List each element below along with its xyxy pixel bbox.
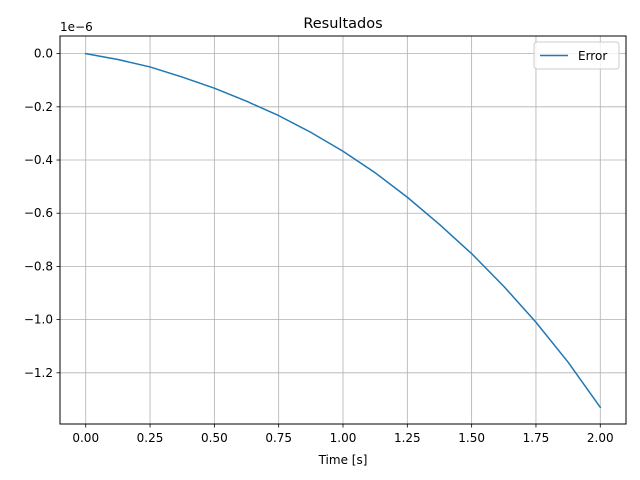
x-axis-label: Time [s] <box>318 453 368 467</box>
plot-lines <box>84 52 602 409</box>
x-axis-ticks: 0.00 0.25 0.50 0.75 1.00 1.25 1.50 1.75 2.00 <box>72 424 614 445</box>
x-tick-label: 1.25 <box>394 431 421 445</box>
series-line-error <box>84 52 602 409</box>
y-tick-label: 0.0 <box>34 47 53 61</box>
x-tick-label: 0.75 <box>265 431 292 445</box>
y-tick-label: −1.2 <box>24 366 53 380</box>
legend-label-error: Error <box>578 49 607 63</box>
grid <box>60 36 626 424</box>
chart-title: Resultados <box>303 16 382 32</box>
y-tick-label: −0.8 <box>24 259 53 273</box>
legend: Error <box>533 41 620 70</box>
x-tick-label: 0.50 <box>201 431 228 445</box>
x-tick-label: 0.00 <box>72 431 99 445</box>
y-axis-offset-label: 1e−6 <box>60 20 93 34</box>
legend-box <box>533 41 620 70</box>
y-tick-label: −0.2 <box>24 100 53 114</box>
y-tick-label: −0.4 <box>24 153 53 167</box>
x-tick-label: 1.00 <box>330 431 357 445</box>
x-tick-label: 0.25 <box>137 431 164 445</box>
y-tick-label: −0.6 <box>24 206 53 220</box>
y-axis-ticks: 0.0 −0.2 −0.4 −0.6 −0.8 −1.0 −1.2 <box>24 47 60 380</box>
y-tick-label: −1.0 <box>24 313 53 327</box>
x-tick-label: 1.75 <box>523 431 550 445</box>
x-tick-label: 1.50 <box>458 431 485 445</box>
x-tick-label: 2.00 <box>587 431 614 445</box>
